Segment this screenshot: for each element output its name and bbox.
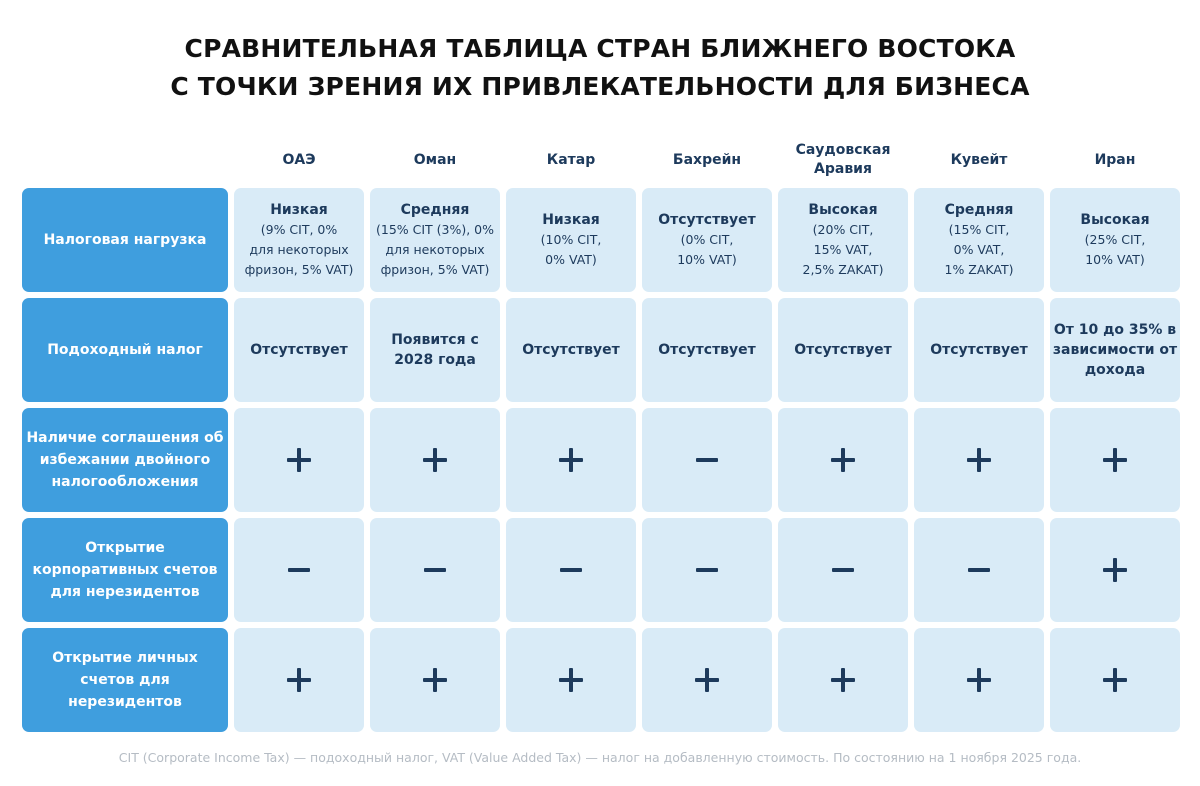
column-header: ОАЭ	[282, 151, 316, 168]
cell-main-text: Отсутствует	[794, 342, 892, 358]
table-cell	[1050, 518, 1180, 622]
column-header: Катар	[546, 151, 596, 168]
minus-icon	[560, 568, 582, 572]
plus-icon	[967, 448, 991, 472]
table-cell: Появится с 2028 года	[370, 298, 500, 402]
table-cell	[506, 408, 636, 512]
table-cell	[1050, 408, 1180, 512]
plus-icon	[287, 448, 311, 472]
cell-main-text: Отсутствует	[930, 342, 1028, 358]
plus-icon	[423, 668, 447, 692]
column-header: Иран	[1094, 151, 1136, 168]
minus-icon	[696, 458, 718, 462]
table-cell	[914, 408, 1044, 512]
table-cell	[370, 628, 500, 732]
cell-main-text: Отсутствует	[658, 342, 756, 358]
table-cell	[914, 628, 1044, 732]
row-label: Налоговая нагрузка	[22, 188, 228, 292]
minus-icon	[288, 568, 310, 572]
table-cell	[642, 628, 772, 732]
column-header: Саудовская Аравия	[795, 142, 891, 177]
table-cell: Отсутствует	[234, 298, 364, 402]
cell-main-text: Отсутствует	[250, 342, 348, 358]
plus-icon	[287, 668, 311, 692]
title-line-2: С ТОЧКИ ЗРЕНИЯ ИХ ПРИВЛЕКАТЕЛЬНОСТИ ДЛЯ …	[170, 72, 1030, 101]
table-cell: Низкая (10% CIT, 0% VAT)	[506, 188, 636, 292]
plus-icon	[695, 668, 719, 692]
header-corner	[22, 138, 228, 182]
cell-detail-text: (20% CIT, 15% VAT, 2,5% ZAKAT)	[802, 222, 884, 277]
minus-icon	[968, 568, 990, 572]
table-cell	[234, 628, 364, 732]
cell-main-text: Низкая	[270, 202, 328, 218]
cell-main-text: Средняя	[400, 202, 470, 218]
cell-detail-text: (15% CIT, 0% VAT, 1% ZAKAT)	[944, 222, 1014, 277]
table-cell: От 10 до 35% в зависимости от дохода	[1050, 298, 1180, 402]
plus-icon	[831, 668, 855, 692]
cell-detail-text: (9% CIT, 0% для некоторых фризон, 5% VAT…	[244, 222, 354, 277]
column-header: Бахрейн	[672, 151, 742, 168]
cell-main-text: Высокая	[1080, 212, 1150, 228]
table-cell: Средняя (15% CIT, 0% VAT, 1% ZAKAT)	[914, 188, 1044, 292]
table-cell: Отсутствует	[506, 298, 636, 402]
cell-main-text: Высокая	[808, 202, 878, 218]
table-cell	[506, 518, 636, 622]
minus-icon	[424, 568, 446, 572]
footnote: CIT (Corporate Income Tax) — подоходный …	[118, 750, 1082, 765]
plus-icon	[559, 668, 583, 692]
table-cell	[778, 628, 908, 732]
title-line-1: СРАВНИТЕЛЬНАЯ ТАБЛИЦА СТРАН БЛИЖНЕГО ВОС…	[184, 34, 1016, 63]
table-cell: Высокая (20% CIT, 15% VAT, 2,5% ZAKAT)	[778, 188, 908, 292]
minus-icon	[696, 568, 718, 572]
table-cell	[1050, 628, 1180, 732]
plus-icon	[423, 448, 447, 472]
table-cell	[778, 518, 908, 622]
cell-main-text: Отсутствует	[658, 212, 756, 228]
table-cell: Отсутствует (0% CIT, 10% VAT)	[642, 188, 772, 292]
plus-icon	[967, 668, 991, 692]
table-cell: Высокая (25% CIT, 10% VAT)	[1050, 188, 1180, 292]
table-cell: Низкая (9% CIT, 0% для некоторых фризон, …	[234, 188, 364, 292]
cell-main-text: От 10 до 35% в зависимости от дохода	[1052, 322, 1178, 378]
cell-detail-text: (25% CIT, 10% VAT)	[1084, 232, 1146, 267]
row-label: Открытие личных счетов для нерезидентов	[22, 628, 228, 732]
table-cell: Средняя (15% CIT (3%), 0% для некоторых ф…	[370, 188, 500, 292]
plus-icon	[1103, 668, 1127, 692]
table-cell	[234, 518, 364, 622]
table-cell	[506, 628, 636, 732]
table-cell	[914, 518, 1044, 622]
table-cell	[370, 408, 500, 512]
row-label: Подоходный налог	[22, 298, 228, 402]
cell-detail-text: (0% CIT, 10% VAT)	[677, 232, 737, 267]
cell-main-text: Низкая	[542, 212, 600, 228]
table-cell	[642, 518, 772, 622]
plus-icon	[831, 448, 855, 472]
cell-detail-text: (10% CIT, 0% VAT)	[540, 232, 602, 267]
row-label: Открытие корпоративных счетов для нерези…	[22, 518, 228, 622]
comparison-table: ОАЭ Оман Катар Бахрейн Саудовская Аравия Куве…	[22, 138, 1180, 732]
cell-main-text: Отсутствует	[522, 342, 620, 358]
row-label: Наличие соглашения об избежании двойного…	[22, 408, 228, 512]
table-cell	[642, 408, 772, 512]
plus-icon	[1103, 448, 1127, 472]
table-cell: Отсутствует	[642, 298, 772, 402]
column-header: Оман	[413, 151, 457, 168]
table-cell	[234, 408, 364, 512]
page-title: СРАВНИТЕЛЬНАЯ ТАБЛИЦА СТРАН БЛИЖНЕГО ВОС…	[0, 30, 1200, 106]
minus-icon	[832, 568, 854, 572]
column-header: Кувейт	[950, 151, 1008, 168]
plus-icon	[1103, 558, 1127, 582]
table-cell: Отсутствует	[778, 298, 908, 402]
cell-main-text: Средняя	[944, 202, 1014, 218]
cell-main-text: Появится с 2028 года	[391, 332, 479, 368]
table-cell	[778, 408, 908, 512]
cell-detail-text: (15% CIT (3%), 0% для некоторых фризон, …	[375, 222, 495, 277]
table-cell	[370, 518, 500, 622]
table-cell: Отсутствует	[914, 298, 1044, 402]
plus-icon	[559, 448, 583, 472]
